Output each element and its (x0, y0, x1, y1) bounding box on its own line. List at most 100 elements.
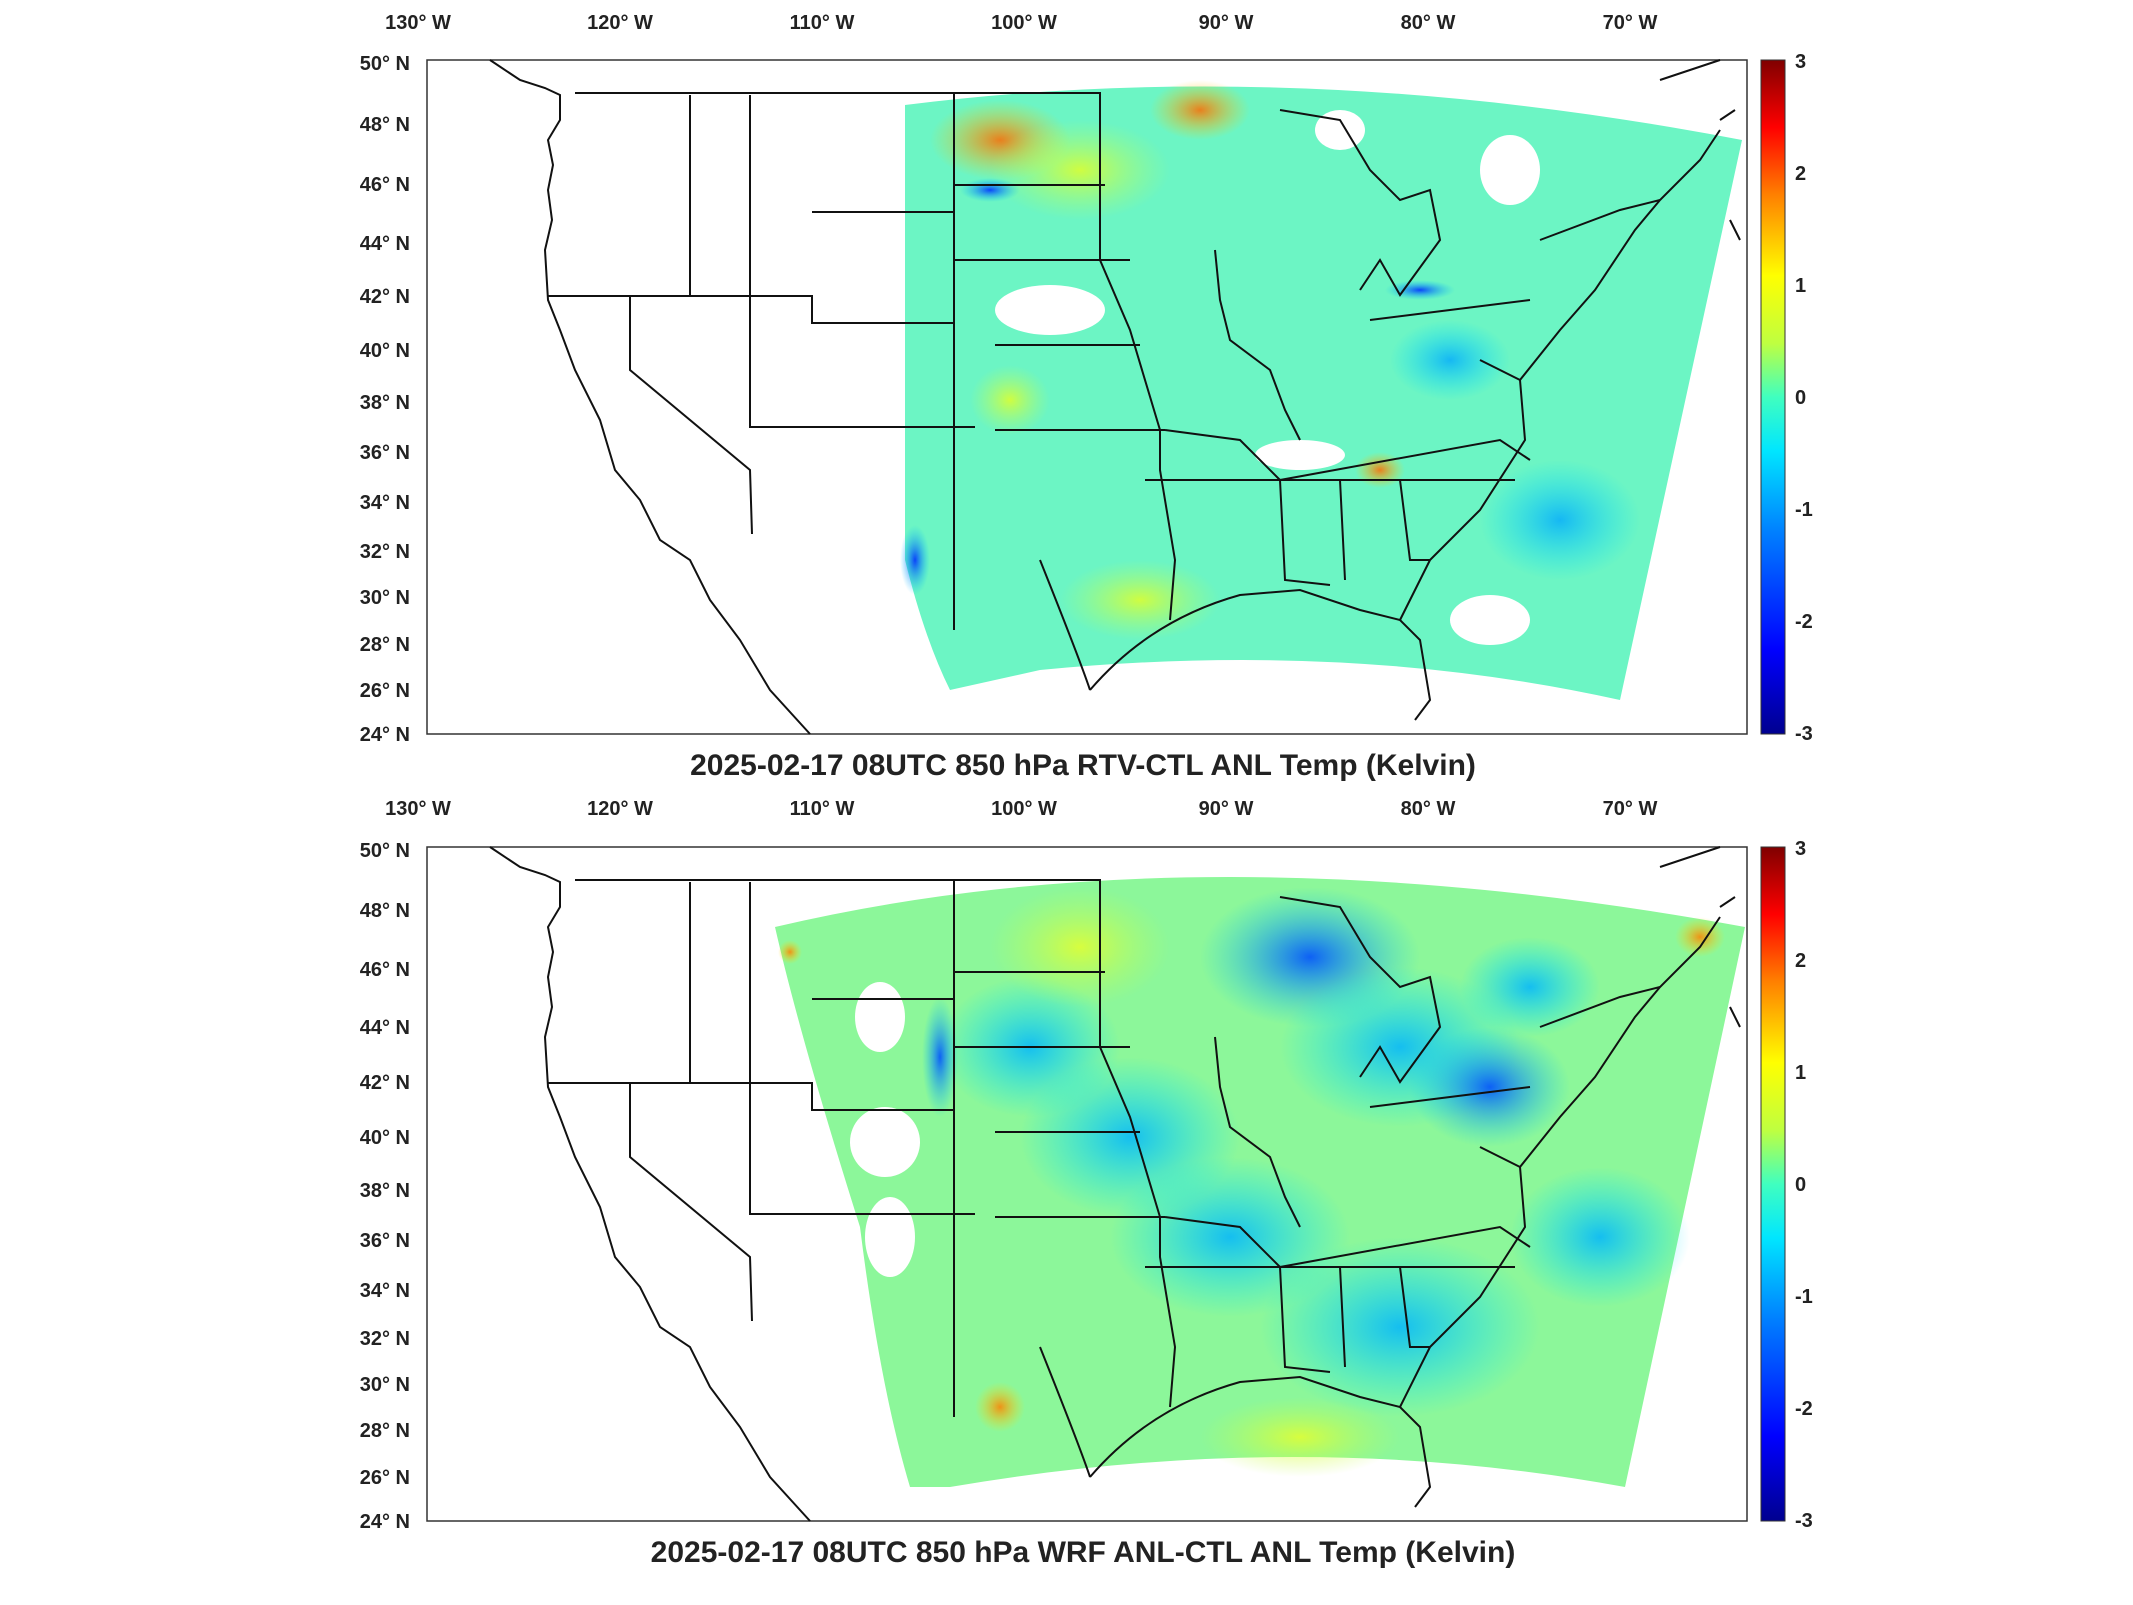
map-panel-wrf: 130° W 120° W 110° W 100° W 90° W 80° W … (0, 787, 2133, 1577)
lat-label: 32° N (360, 1328, 410, 1350)
state-line (1279, 479, 1430, 586)
colorbar-gradient (1760, 846, 1786, 1522)
cold-anomaly (922, 997, 958, 1117)
missing-data (850, 1107, 920, 1177)
coast-fragment (1659, 59, 1741, 241)
state-line (1214, 1036, 1301, 1228)
lon-label: 110° W (790, 12, 855, 34)
lat-label: 26° N (360, 1467, 410, 1489)
coast-fragment (1659, 846, 1741, 1028)
state-line (548, 1082, 953, 1111)
map-svg-wrf: 130° W 120° W 110° W 100° W 90° W 80° W … (360, 798, 1813, 1569)
lon-label: 70° W (1603, 12, 1658, 34)
lat-label: 36° N (360, 442, 410, 464)
lat-label: 46° N (360, 174, 410, 196)
missing-data (865, 1197, 915, 1277)
warm-anomaly (1675, 917, 1725, 957)
panel-title: 2025-02-17 08UTC 850 hPa WRF ANL-CTL ANL… (651, 1536, 1516, 1569)
missing-data (1315, 110, 1365, 150)
missing-data (1255, 440, 1345, 470)
colorbar-tick: -1 (1795, 499, 1813, 521)
lon-labels: 130° W 120° W 110° W 100° W 90° W 80° W … (385, 12, 1657, 34)
lon-label: 80° W (1401, 12, 1456, 34)
cool-anomaly (1390, 320, 1510, 400)
lon-label: 80° W (1401, 798, 1456, 820)
missing-data (855, 982, 905, 1052)
lat-label: 30° N (360, 587, 410, 609)
warm-anomaly (1200, 1397, 1400, 1477)
state-line (954, 184, 1515, 481)
lat-label: 48° N (360, 900, 410, 922)
state-line (1214, 249, 1301, 441)
lat-label: 38° N (360, 1180, 410, 1202)
colorbar-tick: -2 (1795, 611, 1813, 633)
colorbar-tick: 2 (1795, 950, 1806, 972)
temperature-difference-field (900, 80, 1742, 700)
lat-label: 24° N (360, 1511, 410, 1533)
great-lakes (1279, 896, 1442, 1084)
lat-label: 34° N (360, 492, 410, 514)
lat-label: 50° N (360, 840, 410, 862)
state-line (629, 1083, 753, 1322)
east-coast (1399, 129, 1721, 621)
warm-anomaly (970, 365, 1050, 435)
state-line (689, 882, 975, 1215)
missing-data (1450, 595, 1530, 645)
lat-label: 28° N (360, 634, 410, 656)
great-lakes (1279, 109, 1442, 297)
cold-anomaly (1385, 280, 1455, 300)
colorbar-tick: -3 (1795, 723, 1813, 745)
lat-label: 40° N (360, 340, 410, 362)
state-line (1539, 986, 1661, 1028)
lon-label: 90° W (1199, 798, 1254, 820)
lat-label: 26° N (360, 680, 410, 702)
colorbar-tick: 1 (1795, 275, 1806, 297)
cold-anomaly (1410, 1027, 1570, 1147)
lat-label: 50° N (360, 53, 410, 75)
west-coastline (489, 846, 811, 1522)
lat-label: 48° N (360, 114, 410, 136)
lat-label: 46° N (360, 959, 410, 981)
warm-anomaly (778, 940, 802, 964)
missing-data (1480, 135, 1540, 205)
cold-anomaly (900, 525, 930, 595)
state-line (629, 296, 753, 535)
panel-title: 2025-02-17 08UTC 850 hPa RTV-CTL ANL Tem… (690, 749, 1476, 782)
lat-label: 42° N (360, 286, 410, 308)
colorbar: 3 2 1 0 -1 -2 -3 (1760, 51, 1813, 745)
colorbar-tick: -3 (1795, 1510, 1813, 1532)
lat-labels: 50° N 48° N 46° N 44° N 42° N 40° N 38° … (360, 53, 410, 746)
lat-label: 44° N (360, 1017, 410, 1039)
state-line (1369, 299, 1531, 381)
lon-label: 130° W (385, 12, 451, 34)
colorbar-tick: 0 (1795, 1174, 1806, 1196)
warm-anomaly (990, 887, 1170, 1007)
lat-label: 24° N (360, 724, 410, 746)
state-line (1369, 1086, 1531, 1168)
colorbar-tick: -1 (1795, 1286, 1813, 1308)
state-line (1539, 199, 1661, 241)
colorbar: 3 2 1 0 -1 -2 -3 (1760, 838, 1813, 1532)
warm-anomaly (1150, 80, 1250, 140)
state-line (954, 971, 1515, 1268)
gulf-coast (1039, 559, 1432, 721)
temperature-difference-field (775, 877, 1745, 1487)
lon-label: 120° W (587, 12, 653, 34)
cool-anomaly (1460, 937, 1600, 1037)
lat-label: 40° N (360, 1127, 410, 1149)
map-svg-rtv: 130° W 120° W 110° W 100° W 90° W 80° W … (360, 12, 1813, 782)
colorbar-tick: 2 (1795, 163, 1806, 185)
colorbar-tick: -2 (1795, 1398, 1813, 1420)
lon-label: 90° W (1199, 12, 1254, 34)
lat-label: 34° N (360, 1280, 410, 1302)
state-boundaries (489, 59, 1741, 735)
east-coast (1399, 916, 1721, 1408)
cool-anomaly (1480, 460, 1640, 580)
warm-anomaly (990, 120, 1170, 220)
state-line (954, 92, 1177, 621)
warm-anomaly (975, 1382, 1025, 1432)
lon-label: 120° W (587, 798, 653, 820)
lat-label: 38° N (360, 392, 410, 414)
lat-label: 28° N (360, 1420, 410, 1442)
colorbar-tick: 1 (1795, 1062, 1806, 1084)
